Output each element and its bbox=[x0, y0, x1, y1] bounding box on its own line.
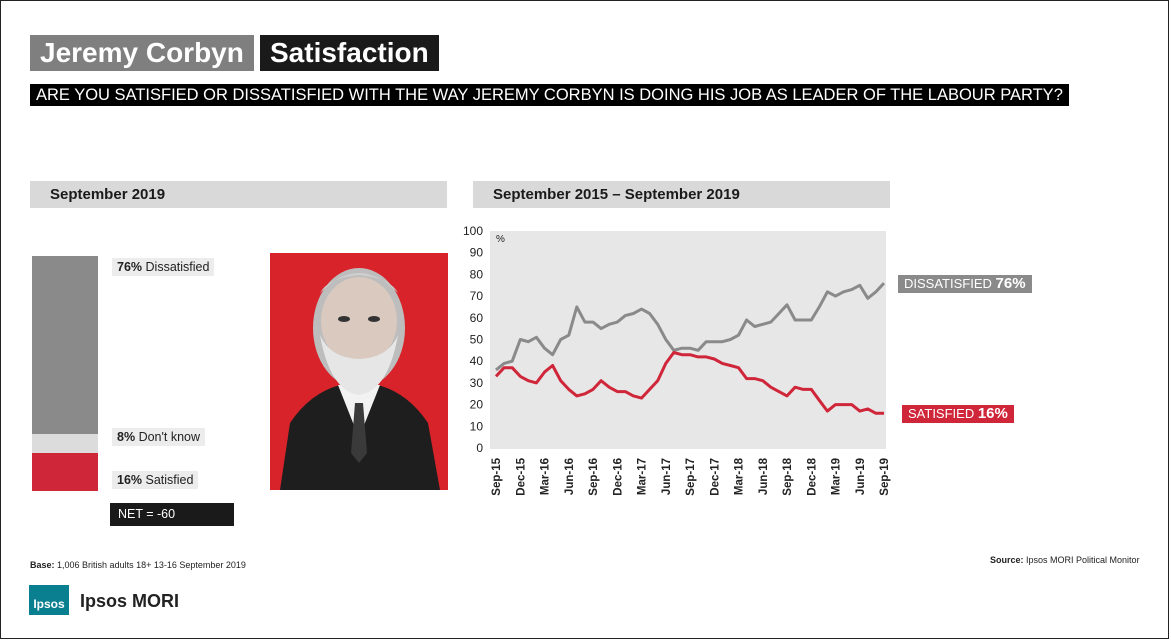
ipsos-logo-icon: Ipsos bbox=[29, 585, 69, 615]
y-tick-label: 50 bbox=[470, 333, 484, 347]
x-tick-label: Jun-17 bbox=[661, 458, 673, 495]
x-tick-label: Jun-18 bbox=[758, 457, 770, 495]
x-tick-label: Dec-17 bbox=[709, 458, 721, 496]
x-tick-label: Jun-19 bbox=[855, 458, 867, 495]
y-tick-label: 20 bbox=[470, 398, 484, 412]
x-tick-label: Dec-15 bbox=[515, 457, 527, 495]
end-label-dissatisfied: DISSATISFIED 76% bbox=[898, 275, 1032, 293]
base-text: 1,006 British adults 18+ 13-16 September… bbox=[57, 560, 246, 570]
y-tick-label: 30 bbox=[470, 376, 484, 390]
base-label: Base: bbox=[30, 560, 55, 570]
source-label: Source: bbox=[990, 555, 1024, 565]
label-dontknow-text: Don't know bbox=[138, 430, 201, 444]
bar-dontknow bbox=[32, 434, 98, 453]
y-tick-label: 80 bbox=[470, 267, 484, 281]
plot-area bbox=[490, 231, 886, 449]
right-panel-heading: September 2015 – September 2019 bbox=[473, 181, 890, 208]
x-tick-label: Dec-16 bbox=[612, 458, 624, 496]
x-tick-label: Sep-15 bbox=[491, 457, 503, 495]
y-unit-label: % bbox=[496, 234, 505, 245]
source-text: Ipsos MORI Political Monitor bbox=[1026, 555, 1140, 565]
series-line-satisfied bbox=[494, 351, 884, 415]
left-panel-heading: September 2019 bbox=[30, 181, 447, 208]
y-tick-label: 60 bbox=[470, 311, 484, 325]
y-tick-label: 100 bbox=[463, 224, 483, 238]
base-note: Base: 1,006 British adults 18+ 13-16 Sep… bbox=[30, 560, 246, 570]
end-label-satisfied-value: 16% bbox=[977, 405, 1008, 422]
end-label-satisfied: SATISFIED 16% bbox=[902, 405, 1014, 423]
y-tick-label: 90 bbox=[470, 246, 484, 260]
label-dissatisfied-text: Dissatisfied bbox=[145, 260, 210, 274]
x-tick-label: Mar-16 bbox=[540, 458, 552, 495]
ipsos-logo-text: Ipsos MORI bbox=[80, 591, 180, 611]
end-label-satisfied-text: SATISFIED bbox=[908, 406, 975, 421]
x-tick-label: Sep-17 bbox=[685, 458, 697, 496]
end-label-dissatisfied-value: 76% bbox=[995, 275, 1026, 292]
end-label-dissatisfied-text: DISSATISFIED bbox=[904, 276, 992, 291]
x-tick-label: Sep-16 bbox=[588, 458, 600, 496]
label-satisfied-text: Satisfied bbox=[145, 473, 194, 487]
x-tick-label: Sep-19 bbox=[879, 458, 891, 496]
survey-question: ARE YOU SATISFIED OR DISSATISFIED WITH T… bbox=[30, 84, 1069, 106]
label-dissatisfied: 76% Dissatisfied bbox=[112, 258, 215, 276]
x-tick-label: Mar-18 bbox=[734, 457, 746, 495]
label-satisfied: 16% Satisfied bbox=[112, 471, 199, 489]
y-tick-label: 40 bbox=[470, 354, 484, 368]
source-note: Source: Ipsos MORI Political Monitor bbox=[990, 555, 1140, 565]
y-tick-label: 0 bbox=[476, 441, 483, 455]
portrait-photo bbox=[270, 253, 448, 490]
label-satisfied-pct: 16% bbox=[117, 473, 143, 487]
label-dontknow: 8% Don't know bbox=[112, 428, 206, 446]
title-name: Jeremy Corbyn bbox=[30, 35, 254, 71]
y-tick-label: 70 bbox=[470, 289, 484, 303]
trend-line-chart: 0 10 20 30 40 50 60 70 80 90 100 % Sep-15 Dec-15 Mar… bbox=[463, 224, 891, 496]
x-tick-label: Jun-16 bbox=[564, 458, 576, 495]
y-tick-label: 10 bbox=[470, 419, 484, 433]
label-dissatisfied-pct: 76% bbox=[117, 260, 143, 274]
x-tick-label: Dec-18 bbox=[806, 457, 818, 495]
x-tick-label: Mar-19 bbox=[831, 458, 843, 495]
x-tick-label: Sep-18 bbox=[782, 457, 794, 495]
series-line-dissatisfied bbox=[495, 282, 886, 372]
bar-dissatisfied bbox=[32, 256, 98, 434]
label-dontknow-pct: 8% bbox=[117, 430, 136, 444]
net-score: NET = -60 bbox=[110, 503, 234, 526]
x-tick-label: Mar-17 bbox=[637, 458, 649, 495]
bar-satisfied bbox=[32, 453, 98, 491]
title-topic: Satisfaction bbox=[260, 35, 439, 71]
